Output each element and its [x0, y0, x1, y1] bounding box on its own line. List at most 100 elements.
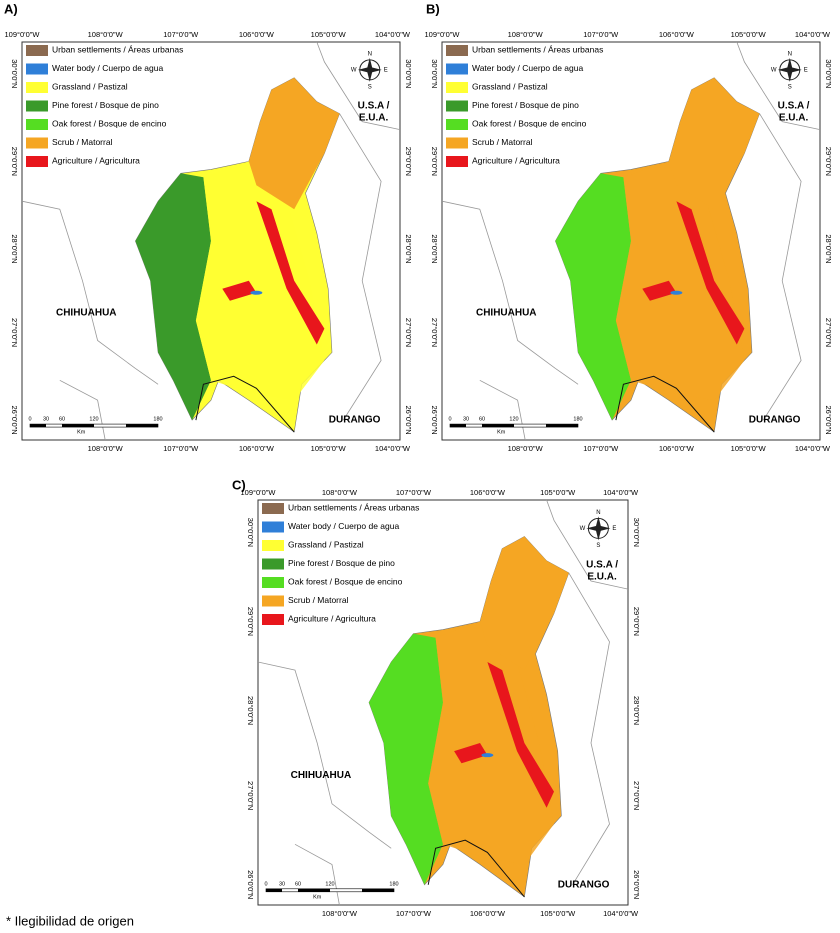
- compass-label: S: [788, 84, 792, 90]
- scale-bar: [362, 888, 394, 892]
- latitude-label: 29°0'0"N: [632, 607, 641, 636]
- water-body: [670, 290, 683, 295]
- state-border: [759, 113, 802, 421]
- compass: [357, 66, 382, 73]
- scale-label: 60: [479, 417, 485, 423]
- latitude-label: 28°0'0"N: [404, 234, 413, 263]
- land-cover: [428, 621, 554, 865]
- state-border: [615, 375, 715, 433]
- legend-swatch: [446, 156, 468, 167]
- land-cover: [454, 743, 488, 764]
- latitude-label: 29°0'0"N: [10, 147, 19, 176]
- scale-label: 60: [59, 417, 65, 423]
- scale-bar: [266, 888, 282, 892]
- latitude-label: 26°0'0"N: [404, 405, 413, 434]
- longitude-label: 105°0'0"W: [311, 444, 347, 453]
- latitude-label: 27°0'0"N: [246, 781, 255, 810]
- scale-unit: Km: [313, 894, 322, 900]
- legend-swatch: [262, 558, 284, 570]
- scale-label: 30: [279, 881, 285, 887]
- longitude-label: 106°0'0"W: [239, 444, 275, 453]
- scale-label: 120: [89, 417, 98, 423]
- latitude-label: 26°0'0"N: [246, 870, 255, 899]
- legend-swatch: [26, 45, 48, 56]
- compass-label: W: [351, 67, 357, 73]
- legend-label: Agriculture / Agricultura: [52, 155, 140, 165]
- scale-unit: Km: [497, 430, 506, 436]
- compass-label: E: [384, 67, 388, 73]
- legend-label: Pine forest / Bosque de pino: [288, 558, 395, 568]
- legend-label: Urban settlements / Áreas urbanas: [288, 502, 419, 512]
- compass: [586, 525, 611, 532]
- longitude-label: 105°0'0"W: [731, 30, 767, 39]
- legend-swatch: [262, 614, 284, 625]
- longitude-label: 105°0'0"W: [311, 30, 347, 39]
- longitude-label: 104°0'0"W: [795, 30, 831, 39]
- legend-swatch: [262, 503, 284, 514]
- legend-label: Oak forest / Bosque de encino: [52, 118, 167, 128]
- scale-label: 30: [463, 417, 469, 423]
- latitude-label: 27°0'0"N: [430, 318, 439, 347]
- latitude-label: 30°0'0"N: [246, 518, 255, 547]
- map-panel: C) Urban settlements / Áreas urbanas Water…: [232, 477, 641, 918]
- land-cover: [248, 77, 340, 210]
- longitude-label: 107°0'0"W: [396, 909, 432, 918]
- latitude-label: 30°0'0"N: [632, 518, 641, 547]
- latitude-label: 27°0'0"N: [632, 781, 641, 810]
- latitude-label: 26°0'0"N: [430, 405, 439, 434]
- latitude-label: 27°0'0"N: [404, 318, 413, 347]
- legend-label: Agriculture / Agricultura: [472, 155, 560, 165]
- state-border: [21, 200, 159, 385]
- land-cover: [480, 536, 569, 671]
- compass-label: W: [580, 526, 586, 532]
- legend-swatch: [26, 119, 48, 130]
- legend-label: Oak forest / Bosque de encino: [472, 118, 587, 128]
- legend-label: Urban settlements / Áreas urbanas: [52, 44, 183, 54]
- land-cover: [642, 280, 677, 301]
- longitude-label: 104°0'0"W: [603, 488, 639, 497]
- legend-swatch: [446, 45, 468, 56]
- compass: [777, 66, 802, 73]
- land-cover: [668, 77, 760, 210]
- scale-label: 180: [573, 417, 582, 423]
- state-border: [546, 499, 629, 590]
- latitude-label: 29°0'0"N: [430, 147, 439, 176]
- land-cover: [676, 201, 745, 345]
- compass-label: E: [612, 526, 616, 532]
- latitude-label: 27°0'0"N: [10, 318, 19, 347]
- place-label: CHIHUAHUA: [56, 307, 117, 318]
- scale-label: 180: [153, 417, 162, 423]
- longitude-label: 108°0'0"W: [508, 30, 544, 39]
- place-label: U.S.A /: [778, 100, 810, 111]
- longitude-label: 105°0'0"W: [731, 444, 767, 453]
- legend-label: Pine forest / Bosque de pino: [52, 100, 159, 110]
- scale-label: 30: [43, 417, 49, 423]
- compass-label: E: [804, 67, 808, 73]
- legend-label: Water body / Cuerpo de agua: [52, 63, 163, 73]
- land-cover: [256, 201, 325, 345]
- longitude-label: 108°0'0"W: [508, 444, 544, 453]
- scale-label: 60: [295, 881, 301, 887]
- land-cover: [222, 280, 257, 301]
- legend-swatch: [446, 82, 468, 93]
- longitude-label: 107°0'0"W: [163, 444, 199, 453]
- legend-label: Urban settlements / Áreas urbanas: [472, 44, 603, 54]
- legend-label: Oak forest / Bosque de encino: [288, 576, 403, 586]
- scale-bar: [62, 424, 94, 428]
- longitude-label: 108°0'0"W: [322, 909, 358, 918]
- scale-bar: [30, 424, 46, 428]
- compass-label: N: [788, 51, 792, 57]
- state-border: [339, 113, 382, 421]
- latitude-label: 30°0'0"N: [404, 59, 413, 88]
- legend-swatch: [26, 156, 48, 167]
- state-border: [427, 839, 525, 898]
- water-body: [250, 290, 263, 295]
- legend-swatch: [446, 100, 468, 112]
- land-cover: [369, 633, 443, 885]
- scale-unit: Km: [77, 430, 86, 436]
- panel-label: B): [426, 1, 440, 16]
- place-label: CHIHUAHUA: [476, 307, 537, 318]
- legend-label: Grassland / Pastizal: [52, 81, 128, 91]
